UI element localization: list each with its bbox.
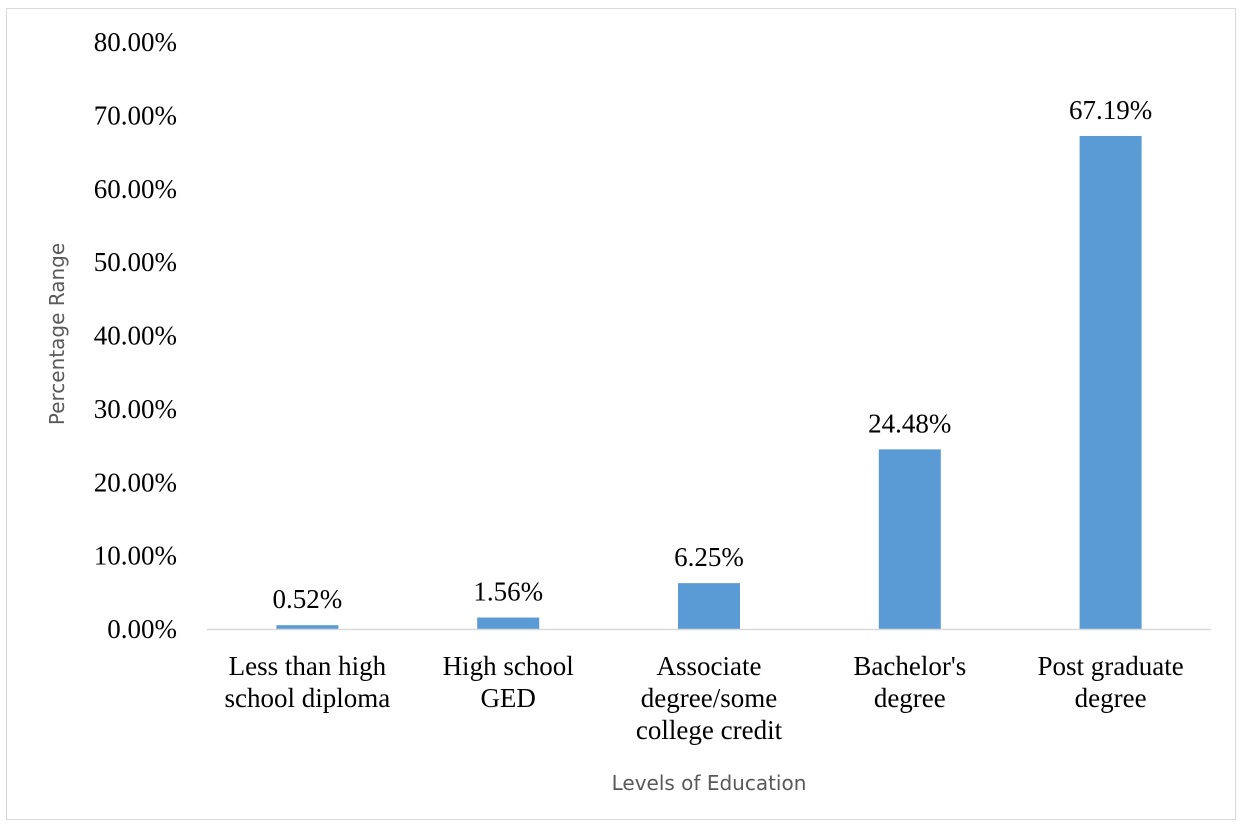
chart-frame: 0.00% 10.00% 20.00% 30.00% 40.00% 50.00% 60.00… (6, 8, 1236, 820)
bar-chart: 0.00% 10.00% 20.00% 30.00% 40.00% 50.00% 60.00… (45, 27, 1211, 795)
bar (678, 583, 740, 629)
bars (276, 135, 1142, 629)
bar (276, 625, 339, 629)
bar (878, 449, 941, 629)
y-tick-label: 80.00% (94, 27, 177, 57)
data-label: 67.19% (1069, 95, 1152, 125)
data-label: 1.56% (473, 577, 543, 607)
x-category-label: Associate degree/some college credit (636, 651, 783, 745)
y-tick-label: 30.00% (94, 394, 177, 424)
x-axis-category-labels: Less than high school diploma High school G… (225, 651, 1184, 745)
data-label: 24.48% (868, 408, 951, 438)
y-tick-label: 50.00% (94, 247, 177, 277)
y-axis-ticks: 0.00% 10.00% 20.00% 30.00% 40.00% 50.00% 60.00… (94, 27, 177, 644)
y-tick-label: 60.00% (94, 174, 177, 204)
x-category-label: Bachelor's degree (853, 651, 966, 713)
y-tick-label: 10.00% (94, 541, 177, 571)
data-labels: 0.52% 1.56% 6.25% 24.48% 67.19% (273, 95, 1153, 614)
x-category-label: Less than high school diploma (225, 651, 391, 713)
y-tick-label: 20.00% (94, 467, 177, 497)
data-label: 0.52% (273, 584, 343, 614)
y-tick-label: 40.00% (94, 321, 177, 351)
x-axis-title: Levels of Education (612, 771, 807, 795)
bar (1079, 135, 1142, 629)
y-tick-label: 0.00% (107, 614, 177, 644)
x-category-label: High school GED (443, 651, 574, 713)
data-label: 6.25% (674, 542, 744, 572)
y-axis-title: Percentage Range (45, 243, 69, 425)
x-category-label: Post graduate degree (1037, 651, 1183, 713)
bar (477, 617, 540, 629)
y-tick-label: 70.00% (94, 100, 177, 130)
